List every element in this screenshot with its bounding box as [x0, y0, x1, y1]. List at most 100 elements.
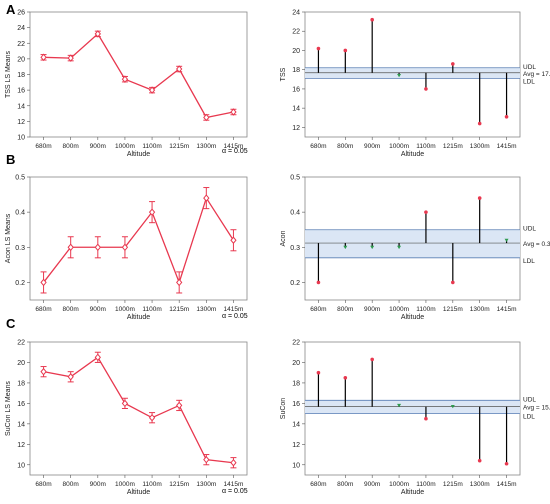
data-point [40, 278, 47, 287]
y-tick-label: 18 [17, 72, 25, 79]
x-tick-label: 680m [310, 306, 326, 313]
y-tick-label: 12 [292, 125, 300, 132]
x-tick-label: 1415m [497, 481, 517, 488]
y-tick-label: 20 [292, 360, 300, 367]
x-tick-label: 900m [364, 306, 380, 313]
y-tick-label: 24 [292, 10, 300, 17]
anom-point [316, 370, 321, 375]
avg-label: Avg = 15.68 [523, 405, 550, 412]
anom-point [343, 48, 348, 53]
data-point [94, 30, 101, 38]
anom-point [504, 115, 509, 119]
anom-point [397, 73, 402, 78]
x-tick-label: 900m [90, 143, 106, 150]
y-tick-label: 14 [17, 103, 25, 110]
x-tick-label: 1300m [470, 481, 490, 488]
y-tick-label: 22 [17, 41, 25, 48]
anom-point [397, 245, 402, 250]
x-tick-label: 1215m [443, 143, 463, 150]
data-point [230, 458, 237, 467]
ls-means-chart-a: 10 12 14 16 18 20 22 24 26 680m 800m 900m 1000m 1100m… [5, 10, 248, 158]
x-tick-label: 1300m [470, 306, 490, 313]
data-point [67, 54, 74, 62]
y-tick-label: 16 [17, 88, 25, 95]
data-point [121, 399, 129, 408]
anom-point [450, 404, 455, 409]
x-axis-label: Altitude [401, 489, 424, 496]
data-point [203, 455, 210, 464]
x-axis-label: Altitude [127, 314, 150, 321]
y-tick-label: 24 [17, 25, 25, 32]
x-tick-label: 1215m [169, 143, 189, 150]
decision-band [305, 229, 520, 258]
anom-point [343, 245, 348, 250]
x-tick-label: 1300m [196, 306, 216, 313]
anom-point [316, 280, 321, 285]
x-axis-label: Altitude [401, 151, 424, 158]
x-tick-label: 680m [310, 143, 326, 150]
y-tick-label: 0.2 [290, 280, 300, 287]
x-axis-label: Altitude [127, 489, 150, 496]
x-tick-label: 800m [337, 481, 353, 488]
y-tick-label: 14 [292, 421, 300, 428]
x-tick-label: 1100m [416, 143, 435, 150]
x-tick-label: 900m [364, 143, 380, 150]
x-tick-label: 900m [90, 481, 106, 488]
x-tick-label: 800m [337, 306, 353, 313]
x-tick-label: 1415m [497, 143, 517, 150]
y-tick-label: 16 [292, 401, 300, 408]
anom-point [504, 461, 509, 466]
x-tick-label: 1415m [497, 306, 517, 313]
data-point [230, 236, 237, 245]
anom-point [424, 416, 428, 421]
anom-point [424, 87, 428, 91]
ldl-label: LDL [523, 258, 535, 265]
panel-letter-a: A [6, 2, 16, 17]
x-tick-label: 680m [35, 481, 51, 488]
alpha-note-b: α = 0.05 [222, 313, 248, 320]
plot-frame [29, 11, 248, 138]
data-point [40, 53, 47, 62]
anom-point [370, 245, 375, 250]
x-tick-label: 680m [35, 306, 51, 313]
alpha-note-a: α = 0.05 [222, 148, 248, 155]
x-tick-label: 1300m [470, 143, 490, 150]
y-tick-label: 0.5 [290, 175, 300, 182]
x-tick-label: 1300m [196, 143, 216, 150]
x-tick-label: 900m [90, 306, 106, 313]
anom-point [477, 121, 482, 126]
udl-label: UDL [523, 64, 536, 71]
anom-point [504, 238, 509, 243]
y-tick-label: 16 [17, 401, 25, 408]
anom-point [451, 62, 455, 66]
y-tick-label: 10 [17, 462, 25, 469]
x-axis-label: Altitude [401, 314, 424, 321]
udl-label: UDL [523, 226, 536, 233]
y-tick-label: 0.3 [15, 245, 25, 252]
y-axis-label: SuCon [280, 398, 287, 420]
data-point [203, 113, 210, 122]
x-tick-label: 1000m [389, 143, 409, 150]
avg-label: Avg = 0.312 [523, 241, 550, 248]
x-tick-label: 1100m [142, 481, 161, 488]
y-tick-label: 12 [17, 442, 25, 449]
y-tick-label: 0.2 [15, 280, 25, 287]
y-tick-label: 18 [292, 380, 300, 387]
anom-point [477, 196, 482, 200]
x-tick-label: 1000m [389, 481, 409, 488]
data-point [94, 243, 101, 252]
y-tick-label: 0.5 [15, 175, 25, 182]
x-tick-label: 1300m [196, 481, 216, 488]
series-line [43, 196, 234, 285]
y-tick-label: 14 [292, 106, 300, 113]
ldl-label: LDL [523, 414, 535, 421]
ls-means-chart-b: 0.2 0.3 0.4 0.5 680m 800m 900m 1000m 1100m 1215m 1… [5, 175, 248, 321]
y-tick-label: 20 [17, 56, 25, 63]
plot-frame [29, 176, 248, 301]
x-tick-label: 800m [63, 143, 79, 150]
alpha-note-c: α = 0.05 [222, 488, 248, 495]
series-line [43, 356, 234, 464]
x-tick-label: 680m [310, 481, 326, 488]
y-tick-label: 22 [292, 340, 300, 347]
anom-point [343, 376, 348, 380]
